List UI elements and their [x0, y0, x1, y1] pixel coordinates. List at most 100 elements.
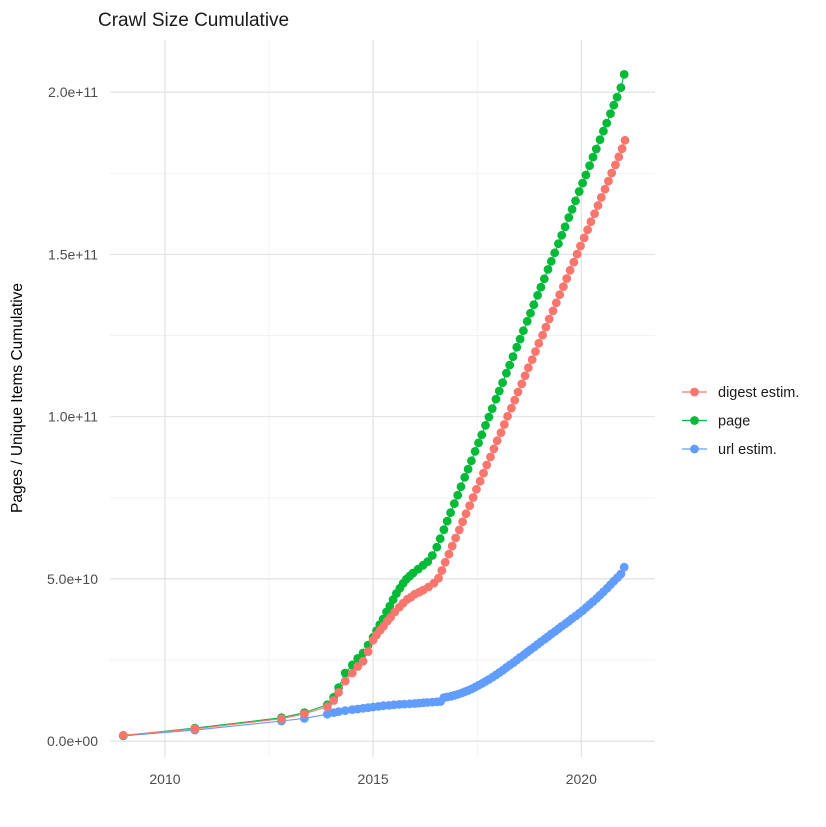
- y-tick-label: 5.0e+10: [47, 571, 98, 587]
- data-point: [502, 368, 511, 378]
- data-point: [456, 482, 466, 492]
- data-point: [467, 456, 476, 466]
- data-point: [544, 314, 554, 324]
- data-point: [560, 222, 570, 232]
- data-point: [479, 468, 488, 478]
- data-point: [550, 248, 560, 258]
- data-point: [486, 452, 495, 462]
- data-point: [498, 378, 507, 387]
- data-point: [470, 447, 480, 456]
- data-point: [118, 730, 128, 740]
- data-point: [482, 460, 492, 470]
- x-tick-label: 2020: [566, 771, 597, 787]
- y-tick-label: 1.0e+11: [48, 409, 98, 425]
- data-point: [620, 135, 630, 145]
- y-tick-label: 2.0e+11: [48, 84, 98, 100]
- data-point: [446, 508, 455, 518]
- data-point: [571, 196, 580, 206]
- data-point: [329, 696, 338, 705]
- data-point: [551, 298, 561, 308]
- legend-item-url-estim: url estim.: [682, 442, 777, 458]
- data-point: [590, 209, 599, 219]
- data-point: [472, 484, 481, 494]
- data-point: [539, 274, 549, 284]
- data-point: [562, 274, 572, 283]
- data-point: [496, 428, 506, 437]
- data-point: [520, 371, 530, 381]
- data-point: [347, 668, 357, 678]
- data-point: [444, 549, 454, 559]
- data-point: [567, 205, 577, 214]
- data-point: [524, 363, 533, 373]
- data-point: [546, 256, 556, 266]
- data-point: [574, 187, 584, 196]
- data-point: [595, 135, 605, 145]
- data-point: [614, 152, 624, 162]
- data-point: [611, 160, 620, 170]
- data-point: [427, 551, 437, 560]
- data-point: [548, 306, 558, 316]
- data-point: [619, 70, 629, 79]
- data-point: [465, 501, 475, 510]
- data-point: [449, 499, 459, 508]
- data-point: [519, 326, 528, 336]
- data-point: [468, 493, 478, 502]
- data-point: [591, 144, 601, 154]
- data-point: [606, 109, 615, 118]
- data-point: [599, 126, 608, 136]
- data-point: [564, 213, 574, 222]
- legend-key-point: [690, 444, 699, 454]
- data-point: [300, 709, 309, 719]
- data-point: [451, 533, 460, 543]
- gridlines: [110, 40, 655, 757]
- data-point: [559, 282, 568, 291]
- data-point: [334, 707, 343, 716]
- x-tick-label: 2015: [358, 771, 389, 787]
- legend-key-point: [690, 416, 699, 425]
- data-point: [434, 573, 443, 583]
- data-point: [609, 100, 619, 110]
- data-point: [474, 438, 483, 448]
- data-point: [491, 394, 501, 404]
- data-point: [578, 178, 587, 188]
- series-line: [123, 140, 626, 736]
- data-point: [588, 152, 598, 162]
- data-point: [454, 525, 464, 535]
- data-point: [507, 403, 516, 413]
- data-point: [489, 444, 499, 454]
- series-url-estim: [118, 562, 629, 741]
- data-point: [554, 239, 563, 249]
- data-point: [596, 193, 606, 202]
- data-point: [510, 395, 520, 405]
- legend-item-page: page: [682, 414, 750, 430]
- data-point: [581, 170, 591, 180]
- data-point: [340, 668, 350, 678]
- data-point: [487, 404, 497, 413]
- legend-label: digest estim.: [718, 385, 799, 401]
- x-tick-label: 2010: [149, 771, 180, 787]
- legend: digest estim. page url estim.: [682, 385, 799, 458]
- data-point: [531, 347, 540, 356]
- data-point: [190, 724, 200, 734]
- data-point: [604, 176, 613, 186]
- legend-item-digest-estim: digest estim.: [682, 385, 799, 401]
- data-point: [440, 557, 450, 567]
- data-point: [527, 355, 537, 364]
- data-point: [458, 517, 467, 527]
- data-point: [565, 265, 575, 275]
- data-point: [583, 225, 592, 235]
- data-point: [477, 430, 487, 440]
- data-point: [541, 322, 551, 332]
- data-point: [593, 201, 603, 210]
- data-point: [453, 490, 463, 500]
- data-point: [432, 542, 442, 552]
- data-point: [423, 557, 433, 567]
- y-axis-tick-labels: 0.0e+00 5.0e+10 1.0e+11 1.5e+11 2.0e+11: [47, 84, 98, 749]
- y-tick-label: 1.5e+11: [48, 246, 98, 262]
- data-point: [515, 334, 525, 344]
- data-point: [579, 233, 589, 243]
- data-point: [617, 144, 627, 154]
- data-point: [513, 387, 523, 397]
